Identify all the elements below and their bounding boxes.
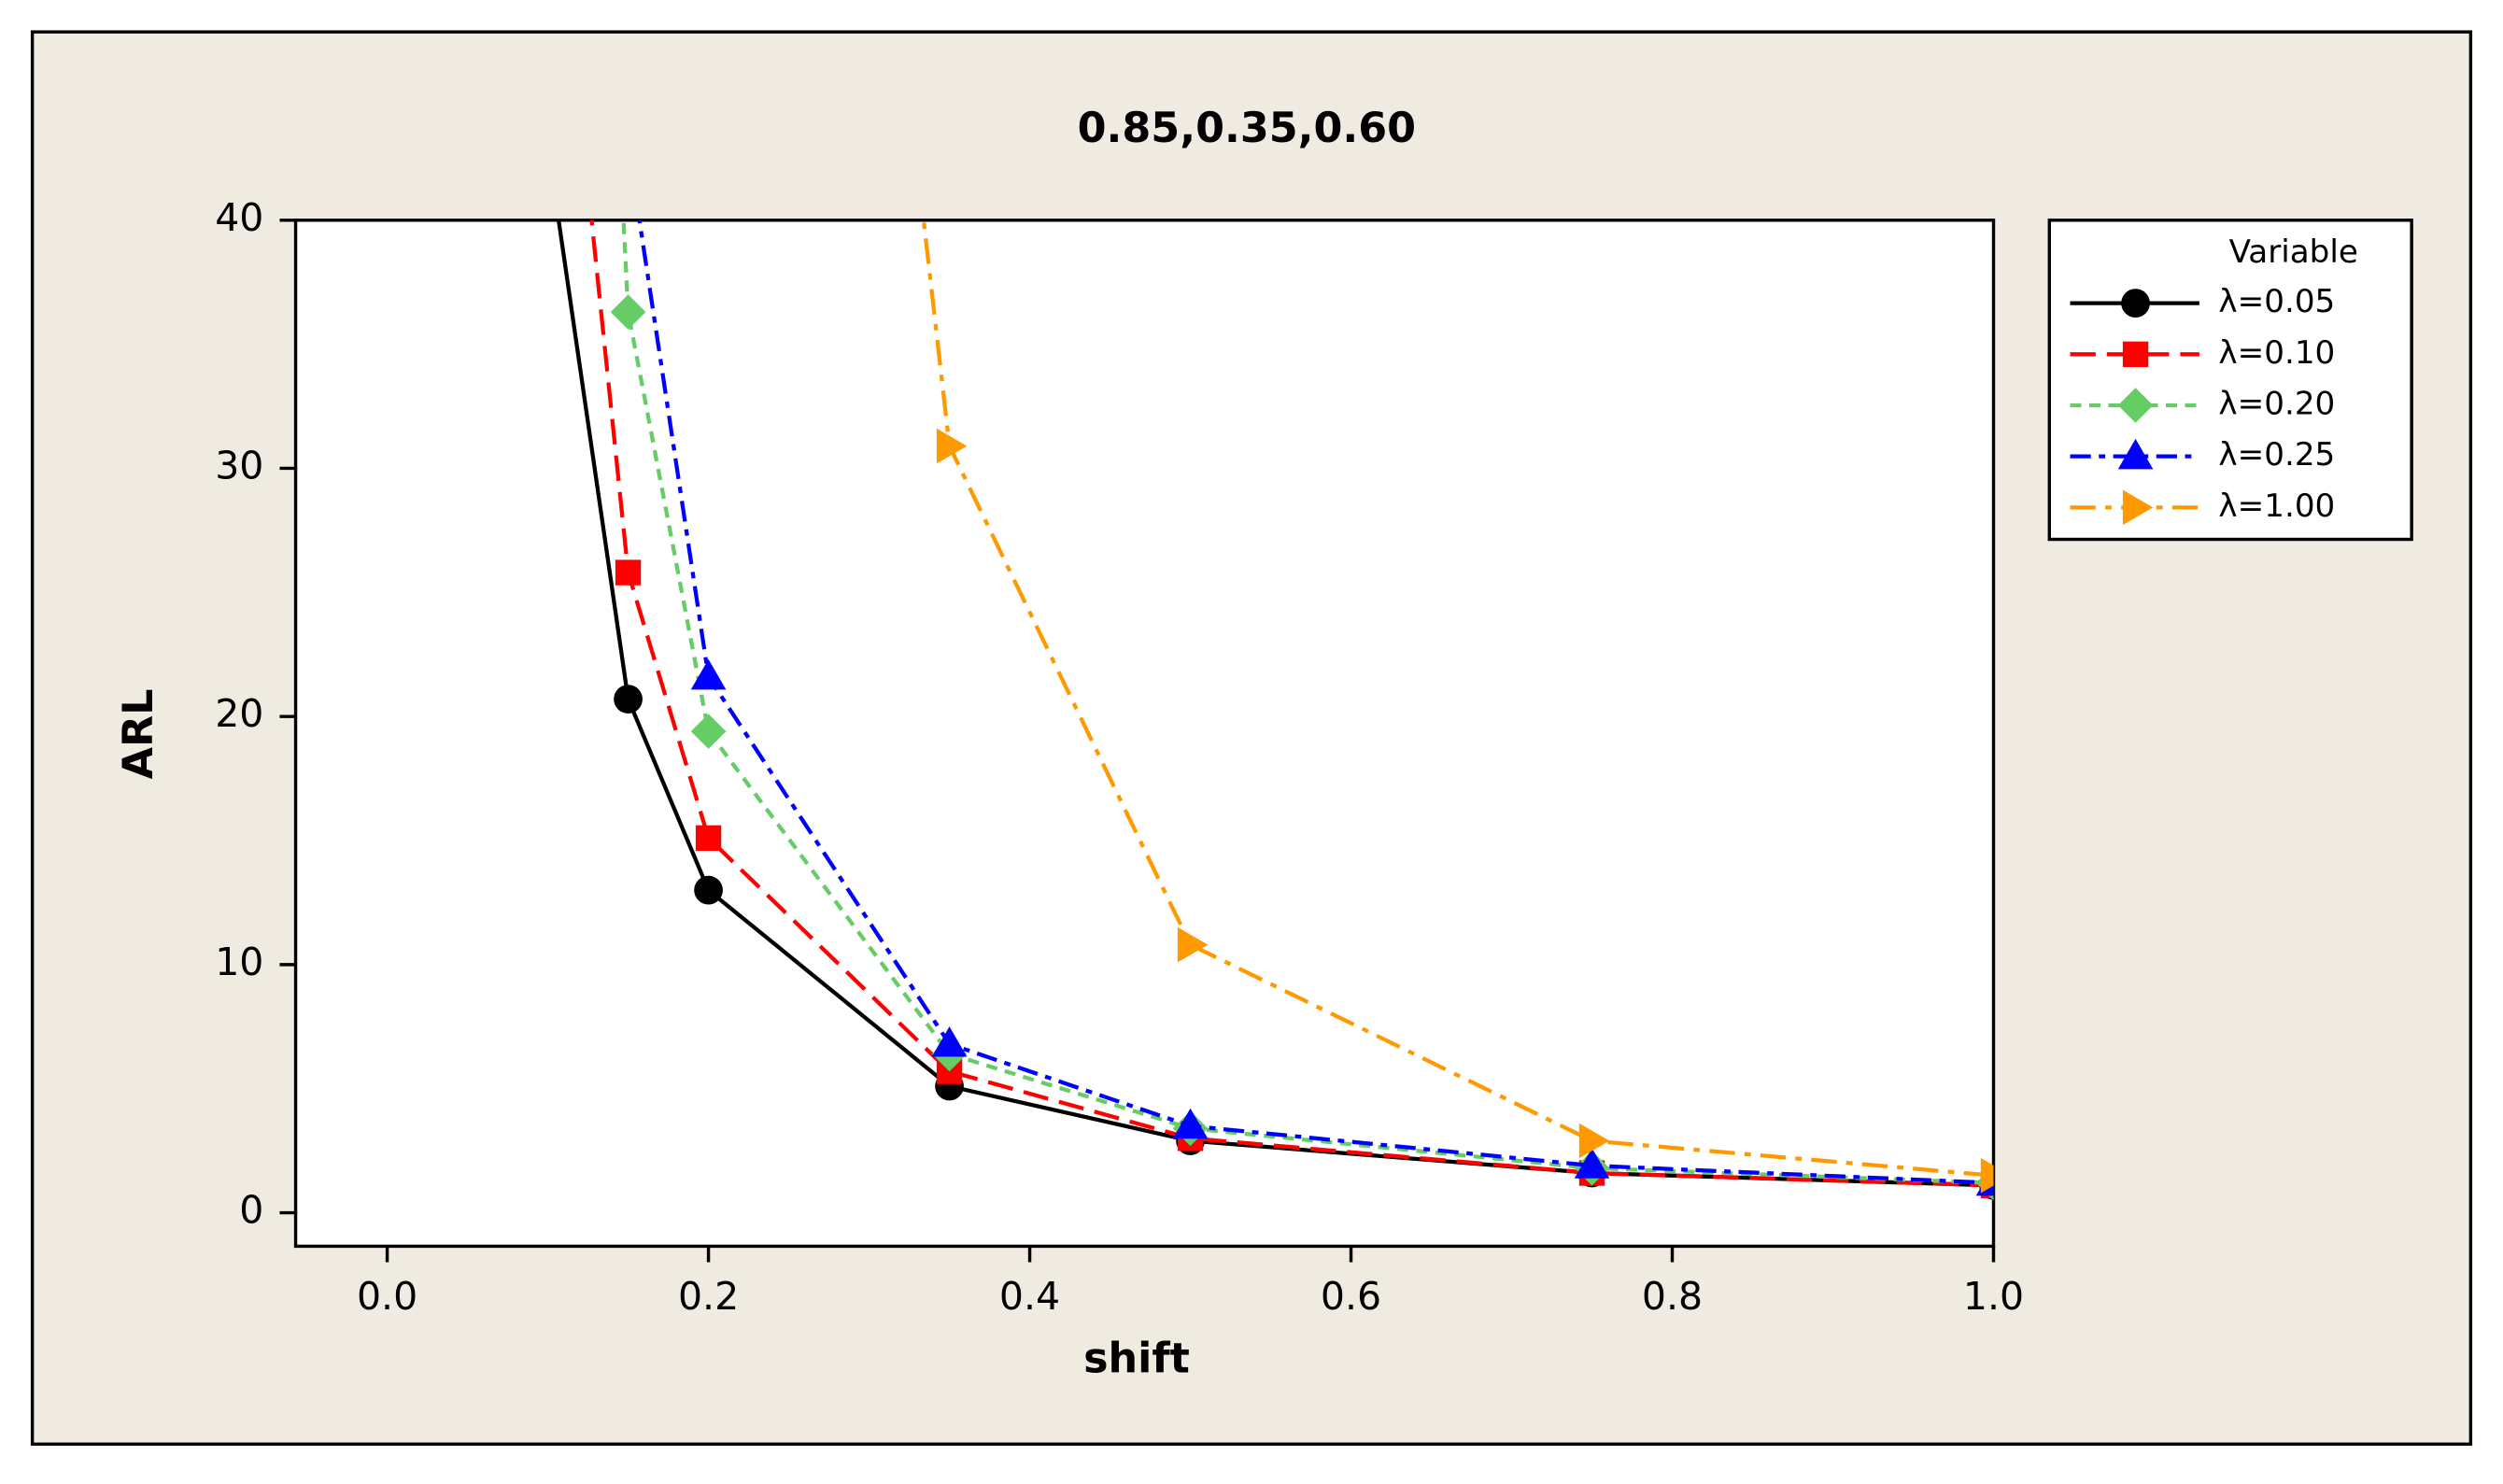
x-tick-label: 0.6 [1321, 1274, 1381, 1319]
marker [690, 658, 727, 690]
legend-label: λ=0.10 [2218, 334, 2335, 372]
marker [614, 685, 643, 714]
marker [1980, 1157, 1994, 1194]
y-tick-label: 0 [239, 1188, 263, 1233]
legend-label: λ=0.20 [2218, 385, 2335, 422]
marker [2122, 489, 2154, 526]
x-tick-label: 0.4 [999, 1274, 1060, 1319]
marker [695, 825, 722, 852]
legend-label: λ=0.25 [2218, 436, 2335, 473]
y-tick-label: 20 [215, 691, 263, 736]
y-tick-label: 10 [215, 940, 263, 984]
marker [2122, 341, 2149, 367]
y-tick-label: 40 [215, 195, 263, 240]
marker [615, 559, 642, 586]
plot-area [293, 219, 1996, 1249]
x-tick-label: 0.2 [678, 1274, 739, 1319]
x-tick-label: 0.0 [357, 1274, 417, 1319]
marker [1177, 926, 1209, 963]
series-layer [556, 219, 1994, 1201]
y-tick-label: 30 [215, 443, 263, 488]
x-axis-label: shift [1083, 1335, 1190, 1382]
y-axis-label: ARL [115, 689, 163, 780]
marker [694, 875, 723, 905]
marker [1172, 1108, 1209, 1139]
x-tick-label: 0.8 [1642, 1274, 1703, 1319]
legend-label: λ=0.05 [2218, 283, 2335, 320]
marker [690, 714, 727, 749]
legend-label: λ=1.00 [2218, 488, 2335, 525]
marker [1578, 1123, 1610, 1159]
marker [1574, 1148, 1610, 1179]
legend [2047, 219, 2413, 542]
legend-title: Variable [2229, 233, 2358, 271]
marker [936, 428, 968, 464]
marker [931, 1026, 968, 1057]
marker [2121, 289, 2150, 318]
x-tick-label: 1.0 [1963, 1274, 2024, 1319]
marker [2117, 438, 2154, 470]
chart-title: 0.85,0.35,0.60 [1078, 105, 1416, 152]
